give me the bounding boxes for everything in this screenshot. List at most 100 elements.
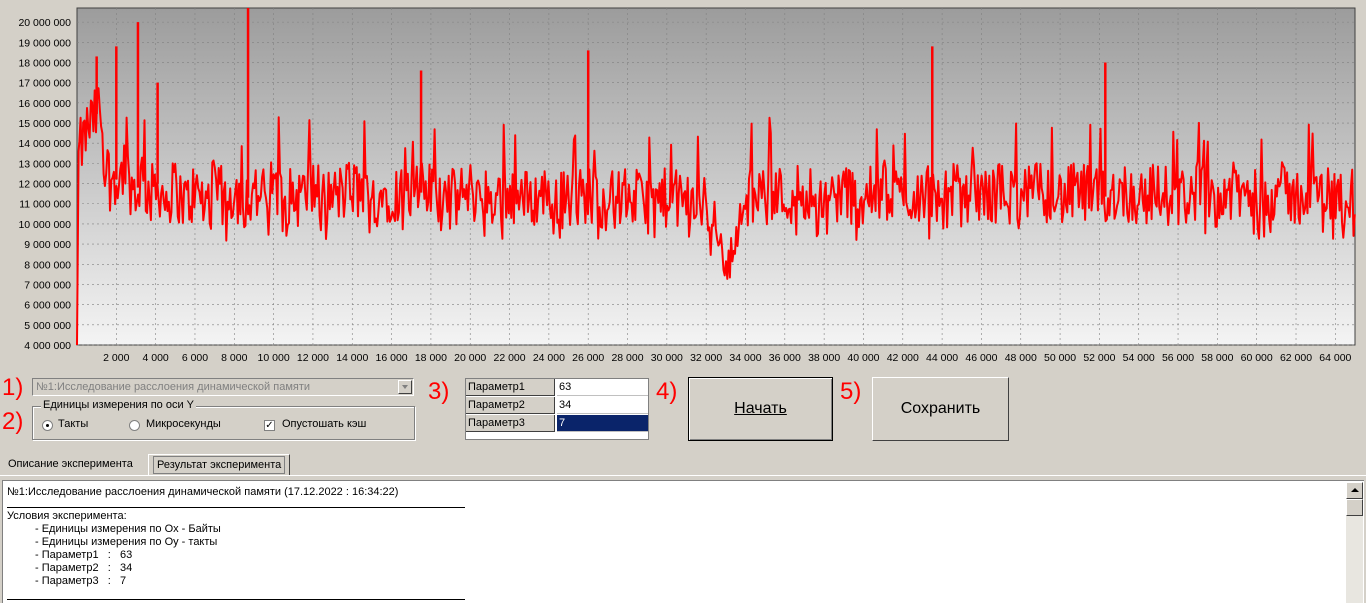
- units-group-title: Единицы измерения по оси Y: [41, 399, 197, 411]
- parameters-grid: Параметр1 63 Параметр2 34 Параметр3 7: [465, 378, 649, 440]
- series-line: [76, 87, 1356, 346]
- experiment-select-value: №1:Исследование расслоения динамической …: [36, 381, 311, 393]
- scroll-up-icon[interactable]: [1346, 482, 1363, 499]
- result-tabs: Описание эксперимента Результат эксперим…: [0, 452, 1366, 476]
- chart-panel: 4 000 000 5 000 000 6 000 000 7 000 000 8 00…: [18, 7, 1356, 364]
- annotation-2: 2): [2, 408, 24, 435]
- x-tick-label: 62 000: [1280, 352, 1312, 364]
- condition-line: - Единицы измерения по Ox - Байты: [35, 523, 221, 535]
- y-tick-label: 12 000 000: [18, 179, 71, 191]
- y-tick-label: 8 000 000: [24, 259, 71, 271]
- x-tick-label: 16 000: [376, 352, 408, 364]
- param-row: Параметр1 63: [466, 379, 648, 397]
- param-name: Параметр2: [466, 397, 555, 414]
- y-tick-label: 10 000 000: [18, 219, 71, 231]
- units-group: Единицы измерения по оси Y Такты Микросе…: [32, 399, 415, 440]
- annotation-5: 5): [840, 378, 862, 405]
- x-tick-label: 30 000: [651, 352, 683, 364]
- x-tick-label: 8 000: [221, 352, 247, 364]
- x-tick-label: 50 000: [1044, 352, 1076, 364]
- x-tick-label: 60 000: [1241, 352, 1273, 364]
- clear-cache-label: Опустошать кэш: [282, 418, 367, 430]
- y-tick-label: 4 000 000: [24, 340, 71, 352]
- x-tick-label: 22 000: [493, 352, 525, 364]
- y-tick-label: 17 000 000: [18, 78, 71, 90]
- x-tick-label: 24 000: [533, 352, 565, 364]
- save-button[interactable]: Сохранить: [872, 377, 1009, 441]
- x-tick-label: 20 000: [454, 352, 486, 364]
- tab-result-label: Результат эксперимента: [153, 456, 286, 474]
- x-tick-label: 28 000: [611, 352, 643, 364]
- x-tick-label: 58 000: [1201, 352, 1233, 364]
- units-microseconds-radio[interactable]: [129, 420, 140, 431]
- x-tick-label: 26 000: [572, 352, 604, 364]
- y-tick-label: 7 000 000: [24, 279, 71, 291]
- x-tick-label: 46 000: [965, 352, 997, 364]
- y-tick-label: 18 000 000: [18, 57, 71, 69]
- divider: [7, 599, 465, 600]
- y-tick-label: 16 000 000: [18, 98, 71, 110]
- divider: [7, 507, 465, 508]
- x-tick-label: 44 000: [926, 352, 958, 364]
- x-tick-label: 10 000: [258, 352, 290, 364]
- save-button-label: Сохранить: [900, 400, 981, 417]
- condition-line: - Параметр3 : 7: [35, 575, 127, 587]
- x-tick-label: 18 000: [415, 352, 447, 364]
- x-tick-label: 52 000: [1083, 352, 1115, 364]
- param-name: Параметр3: [466, 415, 555, 432]
- result-header: №1:Исследование расслоения динамической …: [7, 486, 399, 498]
- y-tick-label: 6 000 000: [24, 300, 71, 312]
- scroll-thumb[interactable]: [1346, 499, 1363, 516]
- condition-line: - Параметр2 : 34: [35, 562, 133, 574]
- start-button[interactable]: Начать: [688, 377, 833, 441]
- x-tick-label: 36 000: [769, 352, 801, 364]
- x-tick-label: 54 000: [1123, 352, 1155, 364]
- annotation-4: 4): [656, 378, 678, 405]
- annotation-3: 3): [428, 378, 450, 405]
- condition-line: - Параметр1 : 63: [35, 549, 133, 561]
- x-tick-label: 42 000: [887, 352, 919, 364]
- experiment-select[interactable]: №1:Исследование расслоения динамической …: [32, 378, 414, 396]
- conditions-title: Условия эксперимента:: [7, 510, 127, 522]
- x-tick-label: 64 000: [1319, 352, 1351, 364]
- y-tick-label: 20 000 000: [18, 17, 71, 29]
- x-tick-label: 12 000: [297, 352, 329, 364]
- x-tick-label: 34 000: [729, 352, 761, 364]
- param-row: Параметр3 7: [466, 415, 648, 433]
- param-value-3[interactable]: 7: [557, 415, 648, 432]
- result-memo[interactable]: №1:Исследование расслоения динамической …: [2, 480, 1364, 603]
- tab-description[interactable]: Описание эксперимента: [8, 458, 133, 470]
- units-ticks-radio[interactable]: [42, 420, 53, 431]
- vertical-scrollbar[interactable]: [1346, 482, 1363, 603]
- y-tick-label: 19 000 000: [18, 37, 71, 49]
- x-tick-label: 32 000: [690, 352, 722, 364]
- x-tick-label: 2 000: [103, 352, 129, 364]
- y-tick-label: 13 000 000: [18, 158, 71, 170]
- x-tick-label: 14 000: [336, 352, 368, 364]
- param-name: Параметр1: [466, 379, 555, 396]
- tab-result[interactable]: Результат эксперимента: [148, 454, 291, 475]
- memory-chart: 4 000 000 5 000 000 6 000 000 7 000 000 8 00…: [18, 7, 1356, 364]
- param-value-1[interactable]: 63: [557, 379, 648, 396]
- start-button-label: Начать: [734, 400, 787, 417]
- x-tick-label: 40 000: [847, 352, 879, 364]
- y-tick-label: 15 000 000: [18, 118, 71, 130]
- x-tick-label: 38 000: [808, 352, 840, 364]
- param-value-2[interactable]: 34: [557, 397, 648, 414]
- plot-area: [76, 7, 1356, 346]
- x-tick-label: 4 000: [143, 352, 169, 364]
- annotation-1: 1): [2, 374, 24, 401]
- x-tick-label: 56 000: [1162, 352, 1194, 364]
- units-ticks-label: Такты: [58, 418, 89, 430]
- y-tick-label: 5 000 000: [24, 320, 71, 332]
- x-tick-label: 48 000: [1005, 352, 1037, 364]
- param-row: Параметр2 34: [466, 397, 648, 415]
- y-tick-label: 11 000 000: [19, 199, 71, 211]
- x-tick-label: 6 000: [182, 352, 208, 364]
- clear-cache-checkbox[interactable]: ✓: [264, 420, 275, 431]
- chevron-down-icon[interactable]: [398, 380, 412, 394]
- y-tick-label: 9 000 000: [24, 239, 71, 251]
- y-tick-label: 14 000 000: [18, 138, 71, 150]
- condition-line: - Единицы измерения по Oy - такты: [35, 536, 218, 548]
- units-microseconds-label: Микросекунды: [146, 418, 221, 430]
